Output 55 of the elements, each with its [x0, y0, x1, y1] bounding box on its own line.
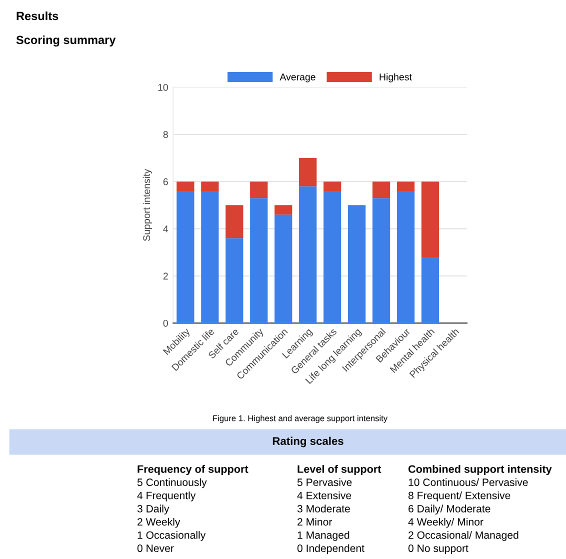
- bar: [201, 191, 219, 324]
- bar: [176, 191, 194, 324]
- bar: [226, 205, 244, 238]
- bar: [226, 238, 244, 324]
- text: 0 Never: [137, 544, 174, 552]
- bar: [372, 198, 390, 324]
- bar: [299, 186, 317, 324]
- text: 5 Pervasive: [297, 478, 352, 486]
- text: 3 Daily: [137, 504, 170, 515]
- text: Level of support: [298, 464, 382, 476]
- text: 2 Minor: [298, 518, 332, 526]
- y-tick-label: 2: [163, 272, 168, 280]
- text: Scoring summary: [16, 35, 116, 47]
- text: Results: [16, 12, 58, 20]
- bar: [274, 205, 292, 215]
- bar: [396, 182, 415, 191]
- text: 4 Frequently: [137, 491, 196, 502]
- y-tick-label: 6: [163, 178, 168, 186]
- text: 2 Occasional/ Managed: [408, 531, 518, 541]
- text: 0 No support: [408, 544, 468, 554]
- text: Combined support intensity: [408, 464, 552, 476]
- bar: [250, 198, 268, 324]
- text: 2 Weekly: [138, 518, 180, 528]
- bar: [176, 182, 194, 191]
- text: Rating scales: [272, 436, 344, 448]
- text: 3 Moderate: [297, 504, 350, 512]
- bar: [201, 182, 219, 191]
- y-tick-label: 10: [158, 84, 168, 91]
- text: 8 Frequent/ Extensive: [408, 491, 510, 502]
- legend-label: Highest: [380, 73, 412, 82]
- text: 10 Continuous/ Pervasive: [408, 478, 528, 486]
- text: 1 Occasionally: [138, 531, 206, 541]
- text: 1 Managed: [298, 531, 350, 541]
- bar: [324, 182, 342, 191]
- caption: Figure 1. Highest and average support intensity: [213, 415, 388, 423]
- text: Frequency of support: [138, 464, 248, 476]
- text: 5 Continuously: [137, 478, 207, 488]
- bar: [348, 205, 366, 324]
- y-axis-title: Support intensity: [142, 168, 152, 241]
- text: 0 Independent: [297, 544, 364, 554]
- bar: [274, 214, 292, 324]
- bar: [396, 191, 415, 324]
- y-tick-label: 4: [163, 226, 168, 232]
- y-tick-label: 0: [163, 320, 168, 327]
- text: 6 Daily/ Moderate: [408, 504, 490, 515]
- legend-label: Average: [280, 74, 316, 82]
- bar: [372, 182, 390, 198]
- text: 4 Extensive: [297, 491, 352, 500]
- bar: [421, 182, 440, 258]
- text: 4 Weekly/ Minor: [408, 518, 484, 528]
- bar: [299, 158, 317, 186]
- y-tick-label: 8: [163, 131, 168, 138]
- bar: [421, 257, 440, 324]
- bar: [250, 182, 268, 198]
- bar: [324, 191, 342, 324]
